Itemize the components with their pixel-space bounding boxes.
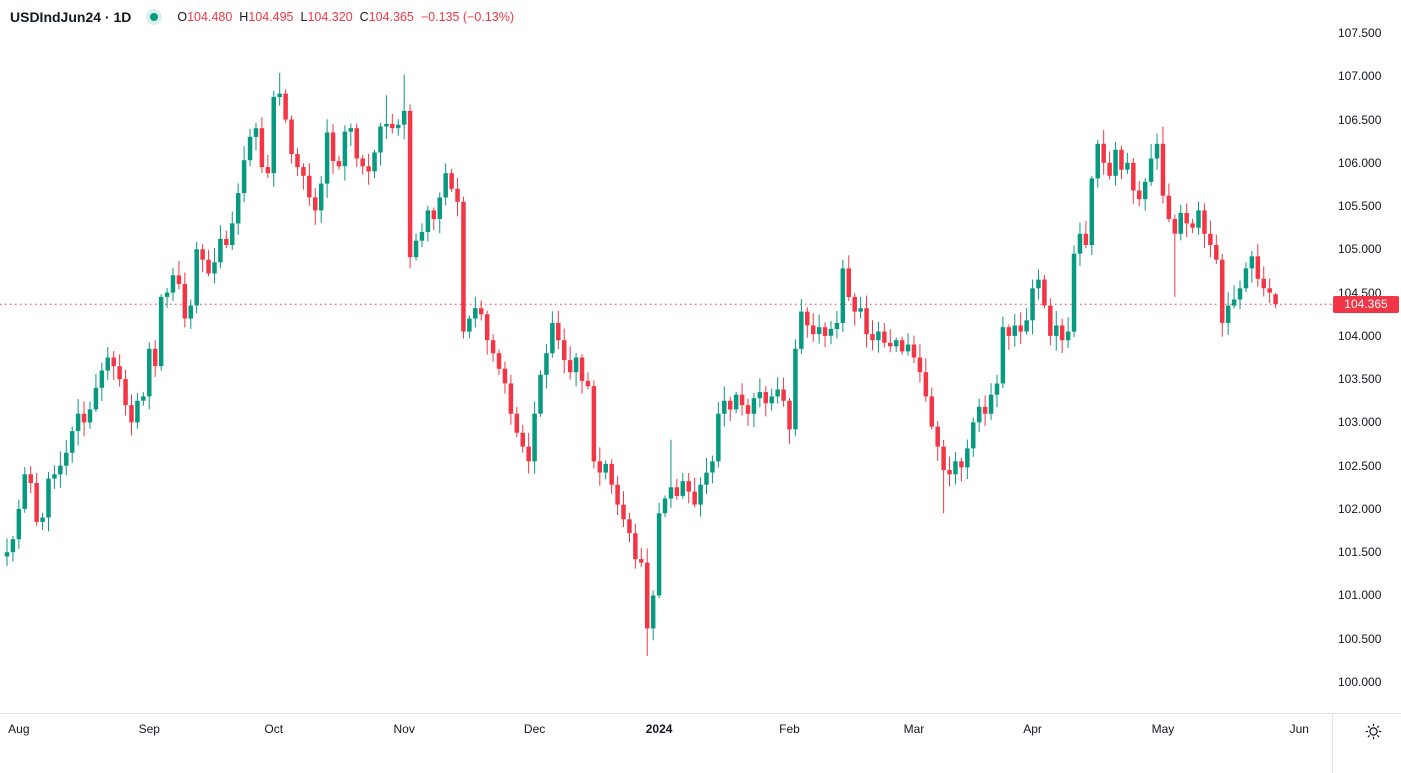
time-tick-label: Sep [138,722,160,736]
time-tick-label: 2024 [645,722,673,736]
price-tick-label: 100.500 [1338,631,1382,646]
price-tick-label: 101.500 [1338,545,1382,560]
sun-icon-glyph [1365,723,1381,739]
price-tick-label: 104.000 [1338,328,1382,343]
symbol-title[interactable]: USDIndJun24 · 1D [10,9,132,25]
price-tick-label: 105.500 [1338,199,1382,214]
price-tick-label: 105.000 [1338,242,1382,257]
time-tick-label: Mar [903,722,925,736]
time-tick-label: Nov [393,722,415,736]
time-tick-label: Apr [1023,722,1042,736]
axis-corner [1332,713,1401,773]
time-tick-label: Feb [779,722,800,736]
price-tick-label: 106.500 [1338,112,1382,127]
ohlc-values: O104.480 H104.495 L104.320 C104.365 −0.1… [177,10,521,24]
time-tick-label: Jun [1289,722,1309,736]
high-label: H [239,10,249,24]
open-label: O [177,10,188,24]
price-tick-label: 100.000 [1338,674,1382,689]
price-tick-label: 106.000 [1338,155,1382,170]
open-value: 104.480 [187,10,233,24]
close-value: 104.365 [368,10,414,24]
price-tick-label: 107.500 [1338,26,1382,40]
price-tick-label: 102.500 [1338,458,1382,473]
time-tick-label: Aug [8,722,30,736]
time-axis[interactable]: Aug Sep Oct Nov Dec 2024 Feb Mar Apr May Jun [0,713,1332,773]
price-tick-label: 107.000 [1338,69,1382,84]
low-label: L [300,10,308,24]
change-value: −0.135 (−0.13%) [420,10,514,24]
current-price-label[interactable]: 104.365 [1333,295,1399,313]
time-tick-label: Oct [264,722,284,736]
low-value: 104.320 [307,10,353,24]
status-dot [150,13,159,21]
time-tick-label: May [1151,722,1175,736]
price-tick-label: 103.000 [1338,415,1382,430]
candlestick-chart[interactable] [0,0,1332,713]
price-tick-label: 101.000 [1338,588,1382,603]
time-tick-label: Dec [523,722,546,736]
price-tick-label: 102.000 [1338,501,1382,516]
market-status-dot-icon[interactable] [145,8,163,26]
high-value: 104.495 [248,10,294,24]
price-axis[interactable]: 107.500 107.000 106.500 106.000 105.500 105.0… [1332,0,1401,713]
sun-icon[interactable] [1362,720,1384,742]
price-tick-label: 103.500 [1338,372,1382,387]
close-label: C [359,10,369,24]
symbol-legend: USDIndJun24 · 1D O104.480 H104.495 L104.… [10,6,521,28]
